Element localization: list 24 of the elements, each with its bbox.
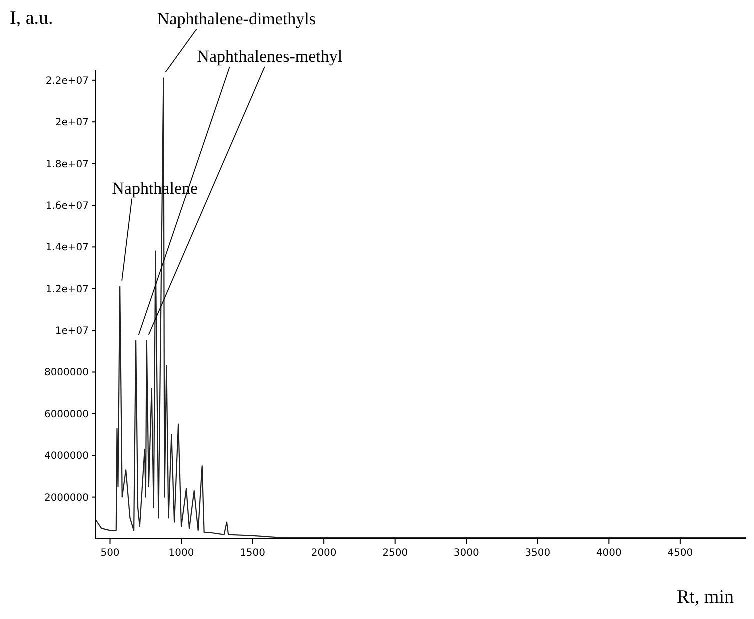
x-tick-label: 4000 — [596, 548, 622, 559]
y-axis-title: I, a.u. — [10, 8, 54, 29]
y-tick-label: 1e+07 — [55, 326, 89, 338]
x-tick-label: 500 — [100, 548, 120, 559]
y-tick-label: 6000000 — [44, 409, 89, 420]
y-tick-label: 1.8e+07 — [46, 159, 89, 170]
x-tick-label: 2500 — [382, 548, 408, 559]
x-tick-label: 3000 — [454, 548, 480, 559]
y-tick-label: 2e+07 — [55, 118, 89, 129]
y-tick-label: 4000000 — [44, 451, 89, 462]
x-tick-label: 1500 — [240, 548, 266, 559]
x-tick-label: 2000 — [311, 548, 337, 559]
x-tick-label: 4500 — [668, 548, 694, 559]
y-tick-label: 1.2e+07 — [46, 284, 89, 296]
x-axis-title: Rt, min — [676, 587, 734, 608]
y-tick-label: 2.2e+07 — [46, 76, 89, 87]
x-tick-label: 3500 — [525, 548, 551, 559]
y-tick-label: 1.6e+07 — [46, 200, 89, 212]
x-tick-label: 1000 — [168, 548, 194, 559]
annotation: Naphthalene-dimethyls — [157, 9, 316, 28]
annotation: Naphthalenes-methyl — [197, 46, 343, 66]
y-tick-label: 8000000 — [44, 368, 89, 379]
y-tick-label: 1.4e+07 — [46, 242, 89, 254]
y-tick-label: 2000000 — [44, 492, 89, 504]
